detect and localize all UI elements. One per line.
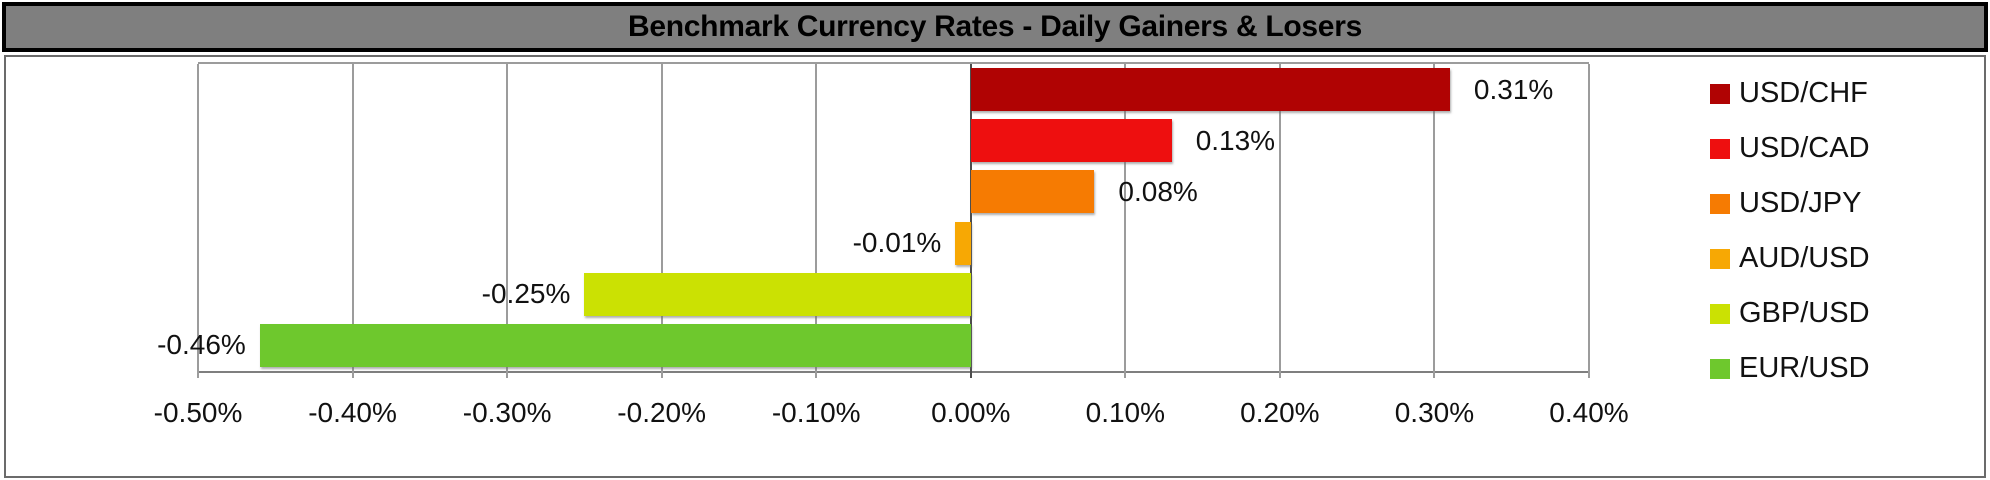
x-tick-label--0-10-: -0.10%: [771, 397, 861, 428]
value-label-eur-usd: -0.46%: [157, 329, 246, 361]
legend-item-usd-jpy: USD/JPY: [1710, 187, 1870, 219]
gridline--0-20-: [660, 64, 663, 378]
legend-swatch-usd-cad: [1710, 138, 1730, 159]
legend-swatch-gbp-usd: [1710, 303, 1730, 324]
legend-label-usd-cad: USD/CAD: [1739, 132, 1870, 164]
legend-label-eur-usd: EUR/USD: [1739, 352, 1870, 384]
x-tick-label-0-00-: 0.00%: [931, 397, 1011, 428]
x-tick-label-0-30-: 0.30%: [1394, 397, 1475, 428]
x-tick-label-0-10-: 0.10%: [1085, 397, 1166, 428]
legend-swatch-eur-usd: [1710, 358, 1730, 379]
bar-aud-usd: [955, 221, 971, 265]
bar-usd-cad: [970, 119, 1172, 163]
value-label-gbp-usd: -0.25%: [481, 278, 571, 310]
legend: USD/CHF USD/CAD USD/JPY AUD/USD GBP/USD EUR/U…: [1710, 77, 1870, 384]
gridline--0-40-: [351, 64, 354, 378]
bar-eur-usd: [259, 323, 971, 367]
bar-usd-chf: [970, 68, 1450, 112]
legend-label-usd-jpy: USD/JPY: [1739, 187, 1862, 219]
gridline--0-30-: [506, 64, 509, 378]
legend-swatch-aud-usd: [1710, 248, 1730, 269]
bar-gbp-usd: [584, 272, 971, 316]
bar-usd-jpy: [970, 170, 1095, 214]
legend-item-gbp-usd: GBP/USD: [1710, 297, 1870, 329]
x-tick-label-0-20-: 0.20%: [1240, 397, 1320, 428]
value-label-aud-usd: -0.01%: [852, 227, 942, 259]
legend-label-aud-usd: AUD/USD: [1739, 242, 1870, 274]
legend-swatch-usd-chf: [1710, 83, 1730, 104]
plot-area: 0.31% 0.13% 0.08% -0.01% -0.25% -0.46%: [157, 62, 1590, 378]
chart-title-bar: Benchmark Currency Rates - Daily Gainers…: [2, 2, 1988, 52]
value-label-usd-chf: 0.31%: [1473, 73, 1554, 105]
value-label-usd-cad: 0.13%: [1195, 124, 1276, 156]
gridline-0-20-: [1278, 64, 1281, 378]
value-label-usd-jpy: 0.08%: [1118, 175, 1198, 207]
x-tick-label--0-30-: -0.30%: [462, 397, 552, 428]
x-tick-label--0-20-: -0.20%: [617, 397, 707, 428]
zero-axis-line: [969, 64, 972, 378]
gridline-0-30-: [1433, 64, 1436, 378]
legend-item-eur-usd: EUR/USD: [1710, 352, 1870, 384]
legend-item-usd-chf: USD/CHF: [1710, 77, 1870, 109]
legend-item-usd-cad: USD/CAD: [1710, 132, 1870, 164]
gridline-0-40-: [1588, 64, 1590, 378]
legend-swatch-usd-jpy: [1710, 193, 1730, 214]
gridline-0-10-: [1124, 64, 1127, 378]
legend-label-gbp-usd: GBP/USD: [1739, 297, 1870, 329]
gridline--0-10-: [815, 64, 818, 378]
gridline--0-50-: [197, 64, 199, 378]
x-tick-label--0-40-: -0.40%: [308, 397, 397, 428]
x-tick-label-0-40-: 0.40%: [1549, 397, 1629, 428]
x-axis: -0.50% -0.40% -0.30% -0.20% -0.10% 0.00% 0.10%…: [154, 397, 1629, 431]
x-tick-label--0-50-: -0.50%: [153, 397, 243, 428]
chart-container: 0.31% 0.13% 0.08% -0.01% -0.25% -0.46% -0.50%…: [4, 55, 1986, 478]
legend-label-usd-chf: USD/CHF: [1739, 77, 1868, 109]
chart-title: Benchmark Currency Rates - Daily Gainers…: [628, 10, 1362, 43]
legend-item-aud-usd: AUD/USD: [1710, 242, 1870, 274]
